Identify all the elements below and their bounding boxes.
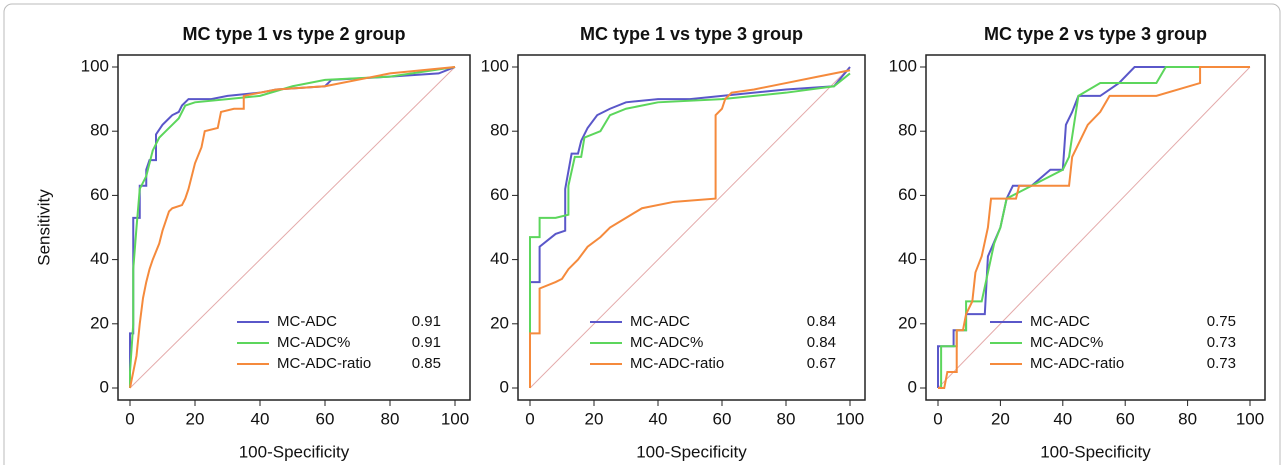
y-tick-label: 60 (90, 185, 109, 204)
legend-label: MC-ADC% (1030, 334, 1103, 351)
x-tick-label: 0 (125, 409, 134, 428)
legend-auc: 0.75 (1207, 313, 1236, 330)
legend-label: MC-ADC% (630, 334, 703, 351)
reference-line (129, 66, 456, 389)
legend-label: MC-ADC% (277, 334, 350, 351)
x-tick-label: 60 (1116, 409, 1135, 428)
y-tick-label: 0 (100, 377, 109, 396)
y-tick-label: 20 (898, 313, 917, 332)
frame (3, 3, 1281, 465)
reference-line (937, 66, 1251, 389)
y-tick-label: 20 (90, 313, 109, 332)
x-tick-label: 0 (525, 409, 534, 428)
x-tick-label: 20 (585, 409, 604, 428)
roc-curve (529, 72, 851, 388)
y-tick-label: 80 (490, 121, 509, 140)
chart-title: MC type 2 vs type 3 group (984, 24, 1207, 44)
y-tick-label: 60 (898, 185, 917, 204)
legend-auc: 0.85 (412, 355, 441, 372)
chart-title: MC type 1 vs type 3 group (580, 24, 803, 44)
y-tick-label: 20 (490, 313, 509, 332)
y-tick-label: 0 (500, 377, 509, 396)
x-axis-label: 100-Specificity (636, 442, 747, 461)
y-tick-label: 0 (908, 377, 917, 396)
legend-label: MC-ADC (630, 313, 690, 330)
x-tick-label: 40 (251, 409, 270, 428)
x-tick-label: 100 (836, 409, 864, 428)
legend-label: MC-ADC-ratio (1030, 355, 1124, 372)
y-tick-label: 40 (898, 249, 917, 268)
legend-auc: 0.91 (412, 313, 441, 330)
legend-auc: 0.91 (412, 334, 441, 351)
y-axis-label: Sensitivity (34, 189, 53, 266)
y-tick-label: 40 (490, 249, 509, 268)
x-tick-label: 80 (1178, 409, 1197, 428)
x-tick-label: 20 (186, 409, 205, 428)
y-tick-label: 40 (90, 249, 109, 268)
roc-curve (529, 69, 851, 388)
legend-auc: 0.67 (807, 355, 836, 372)
y-tick-label: 60 (490, 185, 509, 204)
roc-curve (129, 66, 456, 389)
legend-auc: 0.73 (1207, 334, 1236, 351)
plot-area (517, 54, 866, 401)
legend-label: MC-ADC-ratio (277, 355, 371, 372)
legend-auc: 0.84 (807, 334, 836, 351)
roc-curve (938, 66, 1250, 389)
chart-title: MC type 1 vs type 2 group (182, 24, 405, 44)
x-tick-label: 80 (381, 409, 400, 428)
y-tick-label: 80 (90, 121, 109, 140)
legend-auc: 0.84 (807, 313, 836, 330)
plot-area (925, 54, 1266, 401)
x-axis-label: 100-Specificity (1040, 442, 1151, 461)
y-tick-label: 100 (889, 56, 917, 75)
x-tick-label: 100 (441, 409, 469, 428)
reference-line (529, 66, 851, 389)
x-tick-label: 40 (1053, 409, 1072, 428)
x-tick-label: 60 (713, 409, 732, 428)
y-tick-label: 100 (481, 56, 509, 75)
legend-label: MC-ADC (277, 313, 337, 330)
roc-curve (529, 66, 851, 388)
x-axis-label: 100-Specificity (239, 442, 350, 461)
plot-area (117, 54, 471, 401)
x-tick-label: 20 (991, 409, 1010, 428)
x-tick-label: 100 (1236, 409, 1264, 428)
y-tick-label: 100 (81, 56, 109, 75)
x-tick-label: 80 (777, 409, 796, 428)
y-tick-label: 80 (898, 121, 917, 140)
x-tick-label: 60 (316, 409, 335, 428)
legend-label: MC-ADC (1030, 313, 1090, 330)
x-tick-label: 40 (649, 409, 668, 428)
legend-auc: 0.73 (1207, 355, 1236, 372)
x-tick-label: 0 (933, 409, 942, 428)
legend-label: MC-ADC-ratio (630, 355, 724, 372)
